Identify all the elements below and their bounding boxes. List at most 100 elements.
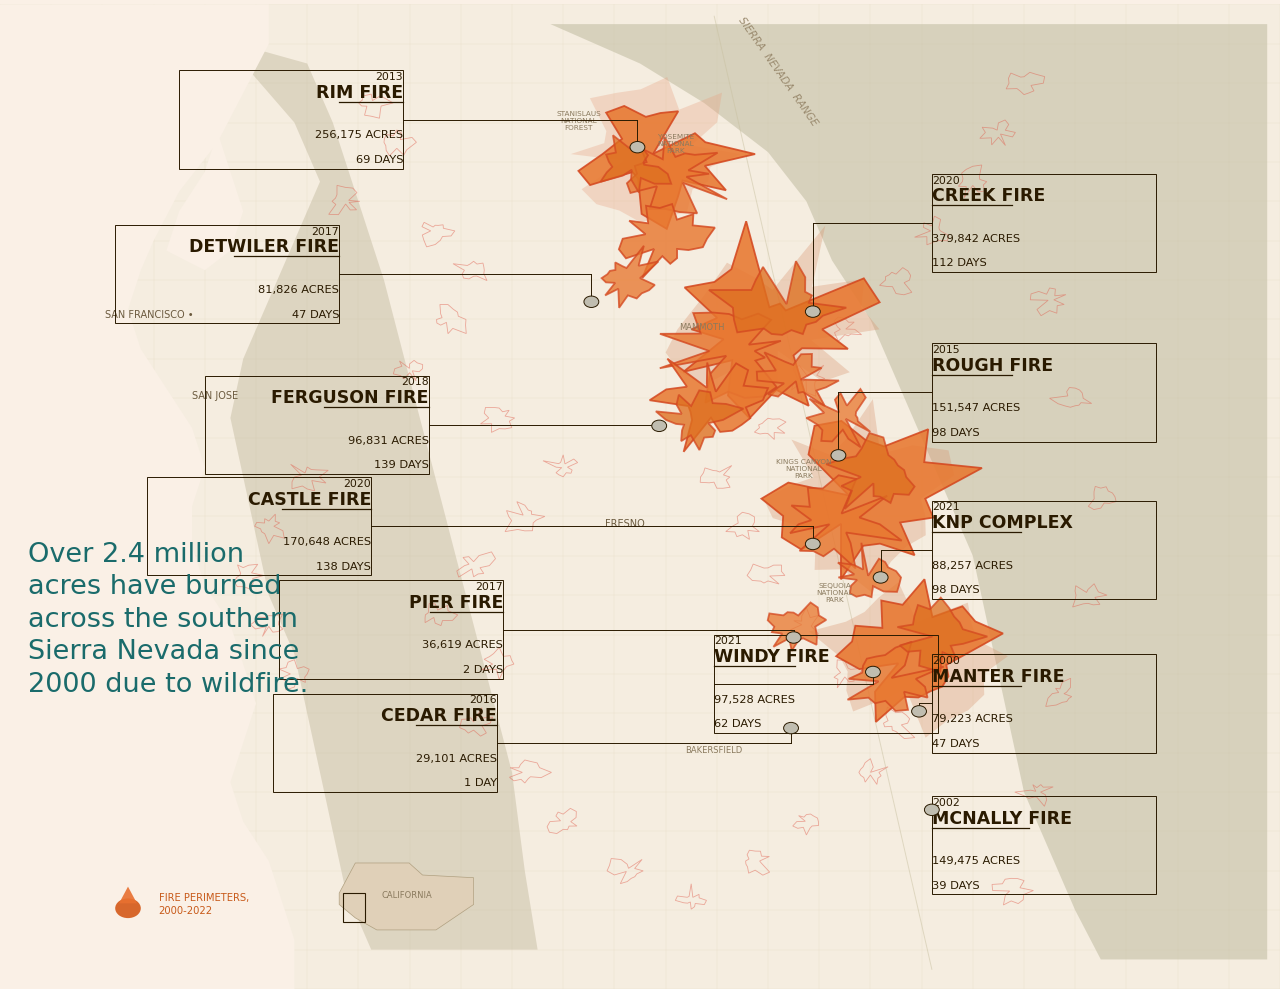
Bar bbox=[714, 635, 938, 733]
Text: 2015: 2015 bbox=[932, 345, 960, 355]
Circle shape bbox=[873, 572, 888, 584]
Text: 2021: 2021 bbox=[932, 502, 960, 512]
Text: 96,831 ACRES: 96,831 ACRES bbox=[348, 436, 429, 446]
Text: 151,547 ACRES: 151,547 ACRES bbox=[932, 404, 1020, 413]
Text: 138 DAYS: 138 DAYS bbox=[316, 562, 371, 572]
Polygon shape bbox=[166, 24, 538, 949]
Polygon shape bbox=[659, 313, 781, 403]
Text: CALIFORNIA: CALIFORNIA bbox=[381, 891, 431, 900]
Polygon shape bbox=[0, 4, 1280, 989]
Text: 2020: 2020 bbox=[932, 176, 960, 186]
Polygon shape bbox=[579, 106, 755, 228]
Text: 2021: 2021 bbox=[714, 636, 742, 647]
Polygon shape bbox=[763, 400, 954, 592]
Polygon shape bbox=[600, 135, 671, 193]
Text: 2013: 2013 bbox=[375, 72, 403, 82]
Text: 2000: 2000 bbox=[932, 656, 960, 666]
Text: SAN JOSE: SAN JOSE bbox=[192, 392, 238, 402]
Polygon shape bbox=[620, 204, 716, 278]
Text: MANTER FIRE: MANTER FIRE bbox=[932, 668, 1065, 685]
Text: 2017: 2017 bbox=[311, 226, 339, 236]
Bar bbox=[932, 174, 1156, 272]
Text: DETWILER FIRE: DETWILER FIRE bbox=[189, 238, 339, 256]
Circle shape bbox=[924, 804, 940, 816]
Polygon shape bbox=[166, 133, 243, 270]
Text: 256,175 ACRES: 256,175 ACRES bbox=[315, 131, 403, 140]
Text: 2002: 2002 bbox=[932, 798, 960, 808]
Polygon shape bbox=[571, 77, 741, 223]
Text: 1 DAY: 1 DAY bbox=[463, 778, 497, 788]
Text: 88,257 ACRES: 88,257 ACRES bbox=[932, 561, 1012, 571]
Text: SAN FRANCISCO •: SAN FRANCISCO • bbox=[105, 310, 193, 319]
Bar bbox=[273, 693, 497, 792]
Text: BAKERSFIELD: BAKERSFIELD bbox=[686, 747, 742, 756]
Text: 62 DAYS: 62 DAYS bbox=[714, 719, 762, 729]
Text: 2 DAYS: 2 DAYS bbox=[463, 665, 503, 675]
Text: Over 2.4 million
acres have burned
across the southern
Sierra Nevada since
2000 : Over 2.4 million acres have burned acros… bbox=[28, 542, 308, 697]
Text: MCNALLY FIRE: MCNALLY FIRE bbox=[932, 810, 1071, 828]
Circle shape bbox=[805, 306, 820, 317]
Text: SIERRA  NEVADA  RANGE: SIERRA NEVADA RANGE bbox=[737, 15, 819, 128]
Circle shape bbox=[652, 420, 667, 431]
Polygon shape bbox=[762, 421, 982, 580]
Text: KNP COMPLEX: KNP COMPLEX bbox=[932, 514, 1073, 532]
Polygon shape bbox=[666, 225, 879, 393]
Polygon shape bbox=[627, 136, 727, 214]
Text: 79,223 ACRES: 79,223 ACRES bbox=[932, 714, 1012, 724]
Bar bbox=[932, 796, 1156, 894]
Polygon shape bbox=[119, 886, 137, 903]
Text: 39 DAYS: 39 DAYS bbox=[932, 880, 979, 891]
Circle shape bbox=[831, 450, 846, 461]
Text: CASTLE FIRE: CASTLE FIRE bbox=[248, 491, 371, 508]
Bar bbox=[343, 892, 365, 922]
Polygon shape bbox=[709, 261, 846, 335]
Text: 2020: 2020 bbox=[343, 479, 371, 489]
Text: 69 DAYS: 69 DAYS bbox=[356, 155, 403, 165]
Circle shape bbox=[584, 296, 599, 308]
Bar bbox=[179, 70, 403, 169]
Text: ROUGH FIRE: ROUGH FIRE bbox=[932, 357, 1053, 375]
Text: 81,826 ACRES: 81,826 ACRES bbox=[259, 285, 339, 295]
Polygon shape bbox=[806, 389, 870, 447]
Polygon shape bbox=[768, 602, 827, 651]
Circle shape bbox=[805, 538, 820, 550]
Text: CEDAR FIRE: CEDAR FIRE bbox=[381, 707, 497, 725]
Text: RIM FIRE: RIM FIRE bbox=[316, 84, 403, 102]
Polygon shape bbox=[650, 359, 768, 452]
Circle shape bbox=[783, 722, 799, 734]
Text: 98 DAYS: 98 DAYS bbox=[932, 585, 979, 595]
Text: YOSEMITE
NATIONAL
PARK: YOSEMITE NATIONAL PARK bbox=[658, 135, 694, 154]
Text: FIRE PERIMETERS,
2000-2022: FIRE PERIMETERS, 2000-2022 bbox=[159, 893, 250, 916]
Circle shape bbox=[786, 632, 801, 643]
Circle shape bbox=[911, 705, 927, 717]
Bar bbox=[932, 500, 1156, 599]
Bar bbox=[115, 225, 339, 323]
Bar bbox=[279, 581, 503, 678]
Circle shape bbox=[115, 898, 141, 918]
Bar bbox=[147, 477, 371, 576]
Text: SEQUOIA
NATIONAL
PARK: SEQUOIA NATIONAL PARK bbox=[817, 584, 852, 603]
Polygon shape bbox=[655, 391, 744, 450]
Text: 139 DAYS: 139 DAYS bbox=[374, 460, 429, 471]
Text: FRESNO: FRESNO bbox=[604, 519, 645, 529]
Bar bbox=[932, 343, 1156, 441]
Text: 170,648 ACRES: 170,648 ACRES bbox=[283, 537, 371, 547]
Text: 2017: 2017 bbox=[475, 583, 503, 592]
Polygon shape bbox=[550, 24, 1267, 959]
Text: 29,101 ACRES: 29,101 ACRES bbox=[416, 754, 497, 764]
Polygon shape bbox=[339, 863, 474, 930]
Text: 36,619 ACRES: 36,619 ACRES bbox=[422, 641, 503, 651]
Text: 47 DAYS: 47 DAYS bbox=[932, 739, 979, 749]
Text: WINDY FIRE: WINDY FIRE bbox=[714, 648, 829, 666]
Text: PIER FIRE: PIER FIRE bbox=[408, 594, 503, 612]
Text: 379,842 ACRES: 379,842 ACRES bbox=[932, 233, 1020, 244]
Circle shape bbox=[865, 667, 881, 677]
Text: FERGUSON FIRE: FERGUSON FIRE bbox=[271, 389, 429, 407]
Text: MAMMOTH: MAMMOTH bbox=[678, 322, 724, 332]
Text: 149,475 ACRES: 149,475 ACRES bbox=[932, 856, 1020, 866]
Polygon shape bbox=[897, 597, 987, 672]
Text: 112 DAYS: 112 DAYS bbox=[932, 258, 987, 268]
Text: 47 DAYS: 47 DAYS bbox=[292, 310, 339, 319]
Polygon shape bbox=[826, 433, 915, 509]
Polygon shape bbox=[0, 4, 294, 989]
